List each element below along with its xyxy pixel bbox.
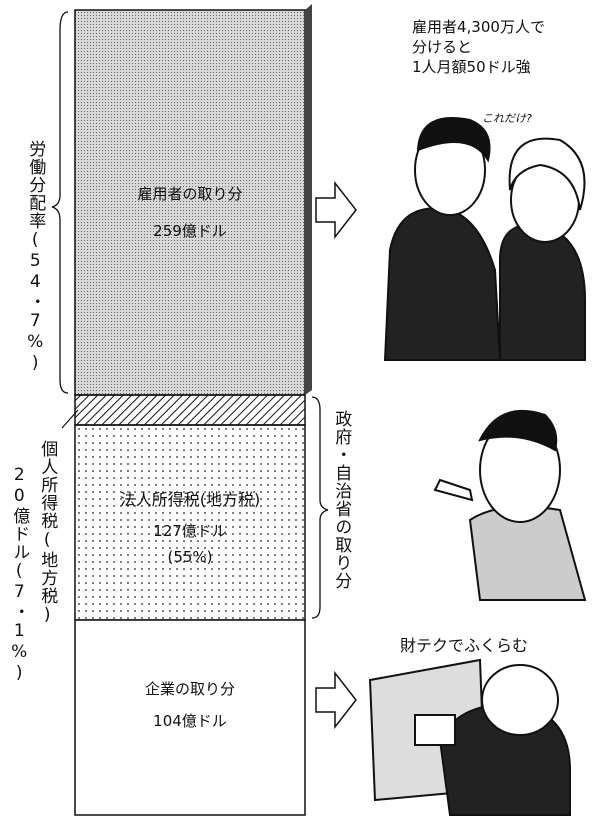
segment-label: 法人所得税(地方税): [119, 490, 261, 509]
labor-brace: [51, 11, 69, 394]
corporate-tax-segment: [74, 424, 306, 621]
caption-line: 雇用者4,300万人で: [412, 18, 545, 36]
company-caption: 財テクでふくらむ: [400, 636, 529, 655]
segment-amount: 127億ドル: [153, 522, 227, 540]
segment-label: 雇用者の取り分: [137, 185, 243, 203]
labor-share-note: 労働分配率(54・7%): [25, 140, 46, 374]
segment-amount: 104億ドル: [153, 712, 227, 730]
cartoon-company: [368, 658, 571, 816]
government-note: 政府・自治省の取り分: [331, 410, 352, 590]
employee-segment: [74, 9, 306, 396]
arrow-company: [315, 670, 357, 730]
tax-leader: [61, 409, 79, 429]
cartoon-official: [433, 409, 587, 601]
bar-side: [305, 4, 312, 395]
segment-label: 企業の取り分: [144, 680, 236, 698]
company-segment: [74, 619, 306, 816]
government-brace: [311, 396, 329, 619]
segment-share: (55%): [167, 548, 213, 566]
income-tax-segment: [74, 394, 306, 426]
speech: これだけ?: [482, 112, 532, 125]
income-tax-amount: 20億ドル(7・1%): [9, 465, 30, 684]
arrow-employee: [315, 180, 357, 240]
segment-amount: 259億ドル: [153, 222, 227, 240]
caption-line: 分けると: [412, 38, 473, 56]
income-tax-note: 個人所得税(地方税): [37, 440, 58, 626]
caption-line: 1人月額50ドル強: [412, 58, 531, 76]
cartoon-couple: [383, 117, 586, 361]
